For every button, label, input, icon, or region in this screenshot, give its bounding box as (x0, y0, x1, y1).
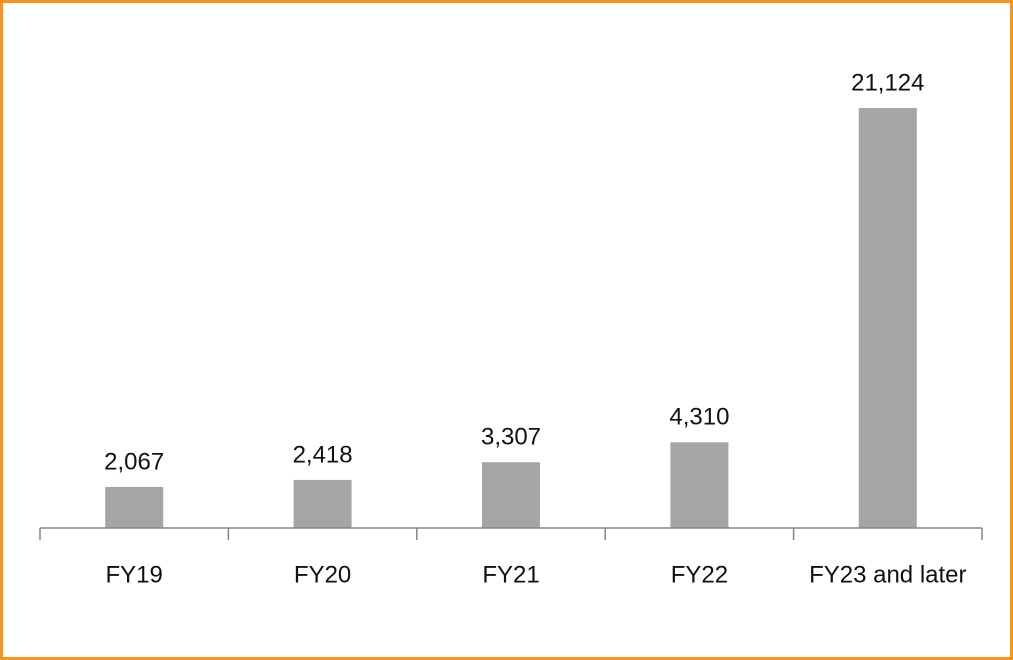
x-tick-label: FY20 (294, 561, 351, 588)
bar (482, 462, 540, 528)
data-label: 2,418 (293, 441, 353, 468)
bar (293, 479, 352, 528)
data-label: 2,067 (104, 448, 164, 475)
bar (105, 486, 164, 528)
bar (670, 442, 729, 528)
x-tick-label: FY23 and later (809, 561, 966, 588)
x-tick-label: FY21 (482, 561, 539, 588)
x-tick-label: FY19 (106, 561, 163, 588)
bar (858, 108, 917, 529)
x-tick-label: FY22 (671, 561, 728, 588)
data-label: 3,307 (481, 424, 541, 451)
data-label: 4,310 (669, 404, 729, 431)
data-label: 21,124 (851, 69, 924, 96)
